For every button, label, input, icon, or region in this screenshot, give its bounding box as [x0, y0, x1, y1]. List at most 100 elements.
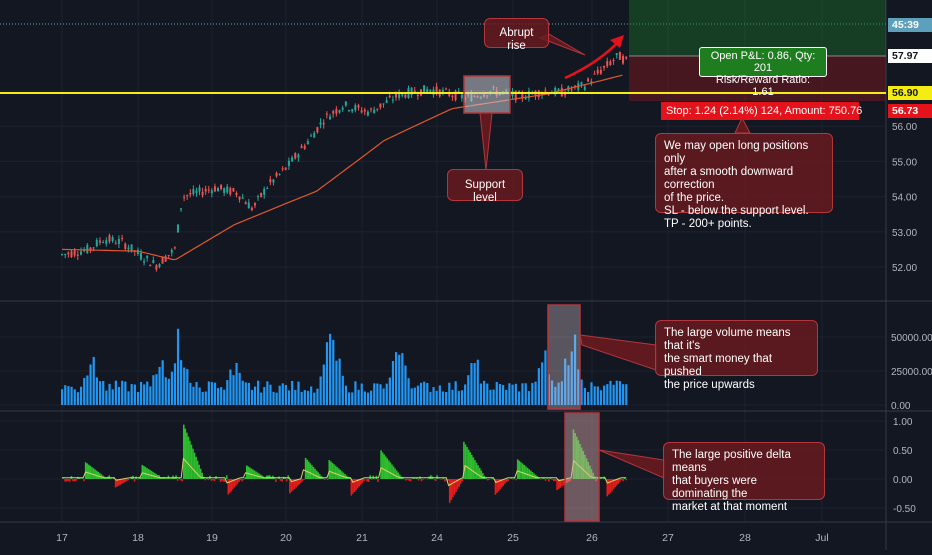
volume-bar — [254, 387, 256, 405]
volume-bar — [423, 382, 425, 405]
volume-bar — [541, 362, 543, 405]
volume-bar — [192, 387, 194, 405]
delta-panel — [61, 425, 627, 503]
delta-bar — [422, 479, 424, 480]
stop-info-box[interactable]: Stop: 1.24 (2.14%) 124, Amount: 750.76 — [661, 102, 859, 120]
delta-bar — [208, 479, 210, 480]
delta-bar — [551, 479, 553, 480]
candle-body — [189, 193, 191, 195]
volume-bar — [67, 386, 69, 405]
volume-bar — [483, 381, 485, 405]
delta-bar — [519, 461, 521, 479]
delta-bar — [435, 479, 437, 481]
candle-body — [140, 253, 142, 260]
candle-body — [329, 117, 331, 120]
delta-bar — [466, 447, 468, 479]
delta-bar — [183, 425, 185, 479]
candle-body — [320, 122, 322, 124]
candle-body — [168, 255, 170, 256]
abrupt-rise-callout: Abrupt rise — [484, 18, 549, 48]
delta-bar — [335, 466, 337, 479]
support-highlight — [464, 76, 510, 113]
volume-bar — [205, 392, 207, 405]
candle-body — [282, 168, 284, 169]
candle-body — [217, 188, 219, 191]
volume-bar — [70, 387, 72, 405]
delta-bar — [69, 479, 71, 482]
delta-bar — [228, 479, 230, 495]
volume-bar — [77, 392, 79, 405]
candle-body — [304, 146, 306, 149]
volume-bar — [508, 383, 510, 405]
volume-bar — [276, 393, 278, 405]
delta-bar — [496, 479, 498, 493]
volume-bar — [134, 385, 136, 405]
position-pnl-box[interactable]: Open P&L: 0.86, Qty: 201 Risk/Reward Rat… — [699, 47, 827, 77]
candle-body — [404, 95, 406, 98]
delta-bar — [382, 452, 384, 479]
candle-body — [594, 74, 596, 75]
volume-bar — [597, 386, 599, 405]
volume-bar — [64, 385, 66, 405]
volume-bar — [392, 361, 394, 405]
volume-bar — [613, 385, 615, 405]
candle-body — [348, 110, 350, 111]
volume-bar — [496, 382, 498, 405]
candle-body — [127, 248, 129, 250]
volume-bar — [401, 353, 403, 405]
open-pnl-text: Open P&L: 0.86, Qty: 201 — [704, 50, 822, 74]
candle-body — [229, 188, 231, 194]
volume-bar — [518, 391, 520, 405]
candle-body — [80, 251, 82, 254]
delta-bar — [441, 479, 443, 480]
candle-body — [199, 187, 201, 191]
volume-bar — [171, 372, 173, 405]
candle-body — [603, 66, 605, 68]
volume-bar — [534, 382, 536, 405]
volume-bar — [168, 379, 170, 405]
delta-bar — [303, 479, 305, 480]
delta-bar — [393, 466, 395, 479]
candle-body — [326, 114, 328, 115]
candle-body — [389, 96, 391, 98]
delta-bar — [385, 456, 387, 479]
volume-bar — [115, 381, 117, 405]
volume-bar — [183, 368, 185, 405]
trade-plan-line: SL - below the support level. — [664, 205, 824, 218]
volume-bar — [361, 384, 363, 405]
date-tick-label: Jul — [815, 532, 828, 544]
delta-bar — [220, 479, 222, 482]
volume-bar — [294, 390, 296, 405]
volume-bar — [279, 386, 281, 405]
delta-bar — [504, 479, 506, 484]
candle-body — [600, 70, 602, 74]
volume-bar — [329, 334, 331, 405]
delta-bar — [469, 452, 471, 479]
volume-bar — [339, 359, 341, 405]
delta-bar — [362, 479, 364, 483]
volume-bar — [436, 391, 438, 405]
delta-bar — [410, 479, 412, 481]
delta-bar — [124, 479, 126, 482]
delta-bar — [134, 479, 136, 482]
volume-bar — [386, 384, 388, 405]
delta-bar — [517, 459, 519, 479]
candle-body — [354, 105, 356, 110]
volume-bar — [217, 388, 219, 405]
candle-body — [248, 202, 250, 208]
delta-bar — [610, 479, 612, 493]
volume-bar — [162, 360, 164, 405]
delta-bar — [280, 479, 282, 481]
delta-bar — [85, 462, 87, 479]
volume-bar — [609, 381, 611, 405]
delta-bar — [621, 479, 623, 480]
candle-body — [208, 190, 210, 191]
volume-bar — [99, 381, 101, 405]
candle-body — [239, 197, 241, 200]
delta-note-line: The large positive delta means — [672, 449, 816, 475]
delta-bar — [394, 468, 396, 479]
candle-body — [297, 155, 299, 158]
volume-bar — [143, 384, 145, 405]
candle-body — [266, 188, 268, 189]
delta-bar — [300, 479, 302, 483]
